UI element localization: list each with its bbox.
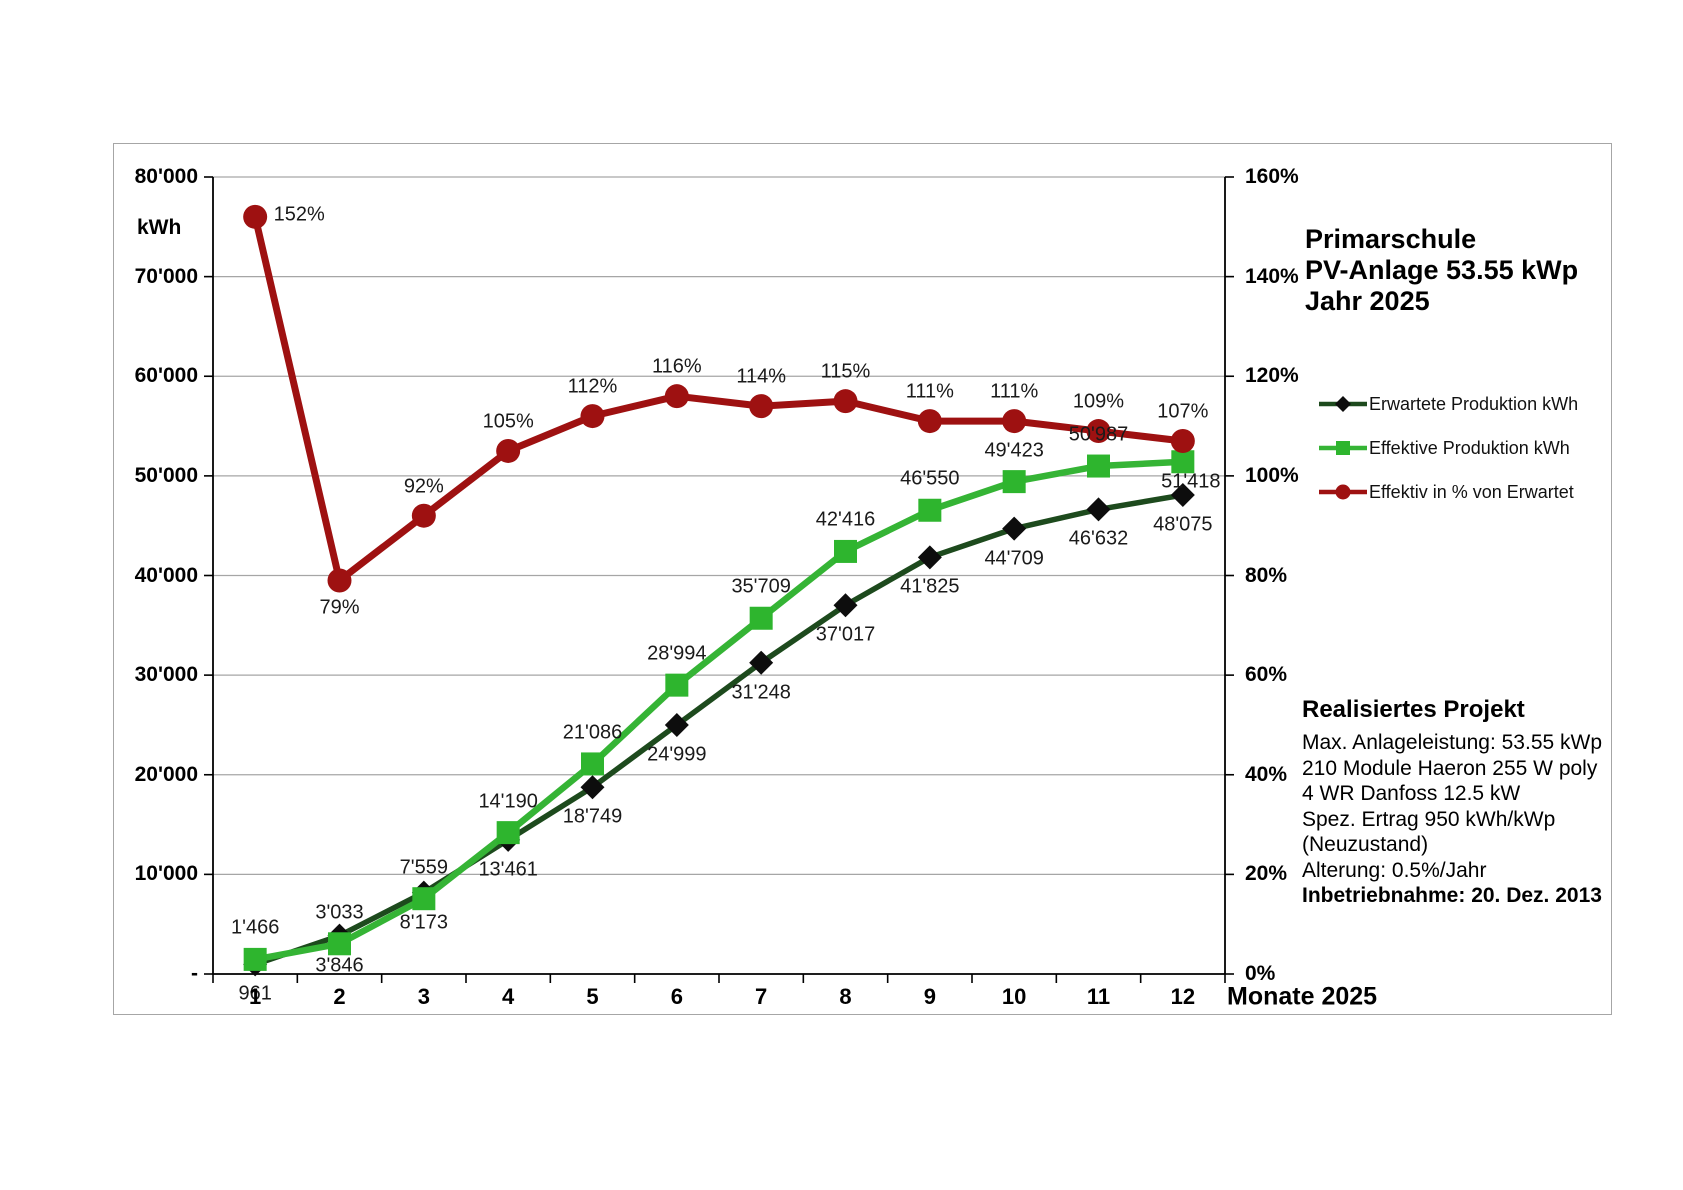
marker-erwartete-diamond [580,775,605,800]
chart-title-line3: Jahr 2025 [1305,286,1430,316]
marker-prozent-circle [749,394,774,419]
marker-prozent-circle [1002,409,1027,434]
marker-effektive-square [581,752,604,776]
marker-erwartete-diamond [1170,483,1195,508]
series-line-erwartete [252,492,1186,968]
series-line-prozent [251,213,1187,584]
marker-effektive-square [1002,470,1026,494]
marker-erwartete-diamond [1086,497,1111,522]
marker-erwartete-diamond [833,593,858,618]
legend-item-effektive: Effektive Produktion kWh [1318,437,1570,459]
marker-effektive-square [243,947,267,971]
project-info-line: 4 WR Danfoss 12.5 kW [1302,782,1521,805]
marker-erwartete-diamond [749,650,774,675]
project-info-line: Spez. Ertrag 950 kWh/kWp [1302,807,1556,831]
legend-marker-erwartete-icon [1319,396,1367,412]
project-info: Realisiertes Projekt Max. Anlageleistung… [1302,696,1602,909]
project-info-line: Alterung: 0.5%/Jahr [1302,858,1487,882]
marker-effektive-square [1087,454,1110,478]
project-info-heading: Realisiertes Projekt [1302,696,1525,723]
marker-prozent-circle [411,503,436,528]
legend-label-erwartete: Erwartete Produktion kWh [1369,393,1579,414]
marker-prozent-circle [1170,429,1195,454]
chart-title-line1: Primarschule [1305,224,1477,254]
chart-title-line2: PV-Anlage 53.55 kWp [1305,255,1579,285]
marker-effektive-square [749,606,773,630]
legend-marker-effektive-icon [1319,441,1367,455]
legend-marker-shape-prozent [1335,484,1351,500]
marker-effektive-square [496,821,520,845]
marker-effektive-square [412,887,436,911]
legend-marker-prozent-icon [1319,484,1367,500]
marker-effektive-square [328,932,351,956]
marker-prozent-circle [664,384,689,409]
marker-erwartete-diamond [1002,516,1027,541]
series-line-effektive [251,458,1187,963]
marker-erwartete-diamond [917,545,942,570]
legend-item-prozent: Effektiv in % von Erwartet [1318,481,1574,503]
marker-prozent-circle [327,568,352,593]
marker-effektive-square [834,539,857,563]
marker-prozent-circle [917,409,942,434]
marker-effektive-square [918,498,942,522]
project-info-commissioning: Inbetriebnahme: 20. Dez. 2013 [1302,884,1602,907]
marker-prozent-circle [1086,419,1111,444]
chart-title: Primarschule PV-Anlage 53.55 kWp Jahr 20… [1305,224,1578,317]
project-info-line: Max. Anlageleistung: 53.55 kWp [1302,731,1603,754]
marker-effektive-square [1171,450,1195,474]
legend-label-prozent: Effektiv in % von Erwartet [1369,481,1574,502]
marker-prozent-circle [496,438,521,463]
marker-effektive-square [665,673,689,697]
legend-item-erwartete: Erwartete Produktion kWh [1318,393,1578,415]
project-info-line: 210 Module Haeron 255 W poly [1302,756,1598,780]
marker-prozent-circle [833,389,858,414]
marker-prozent-circle [580,404,605,429]
x-axis-title: Monate 2025 [1227,982,1378,1011]
left-axis-unit: kWh [137,216,182,239]
legend-marker-shape-erwartete [1335,396,1351,412]
project-info-line: (Neuzustand) [1302,833,1429,856]
legend-marker-shape-effektive [1336,441,1350,455]
marker-prozent-circle [243,204,268,229]
chart-frame [113,143,1612,1015]
marker-erwartete-diamond [664,712,689,737]
legend-label-effektive: Effektive Produktion kWh [1369,437,1570,458]
